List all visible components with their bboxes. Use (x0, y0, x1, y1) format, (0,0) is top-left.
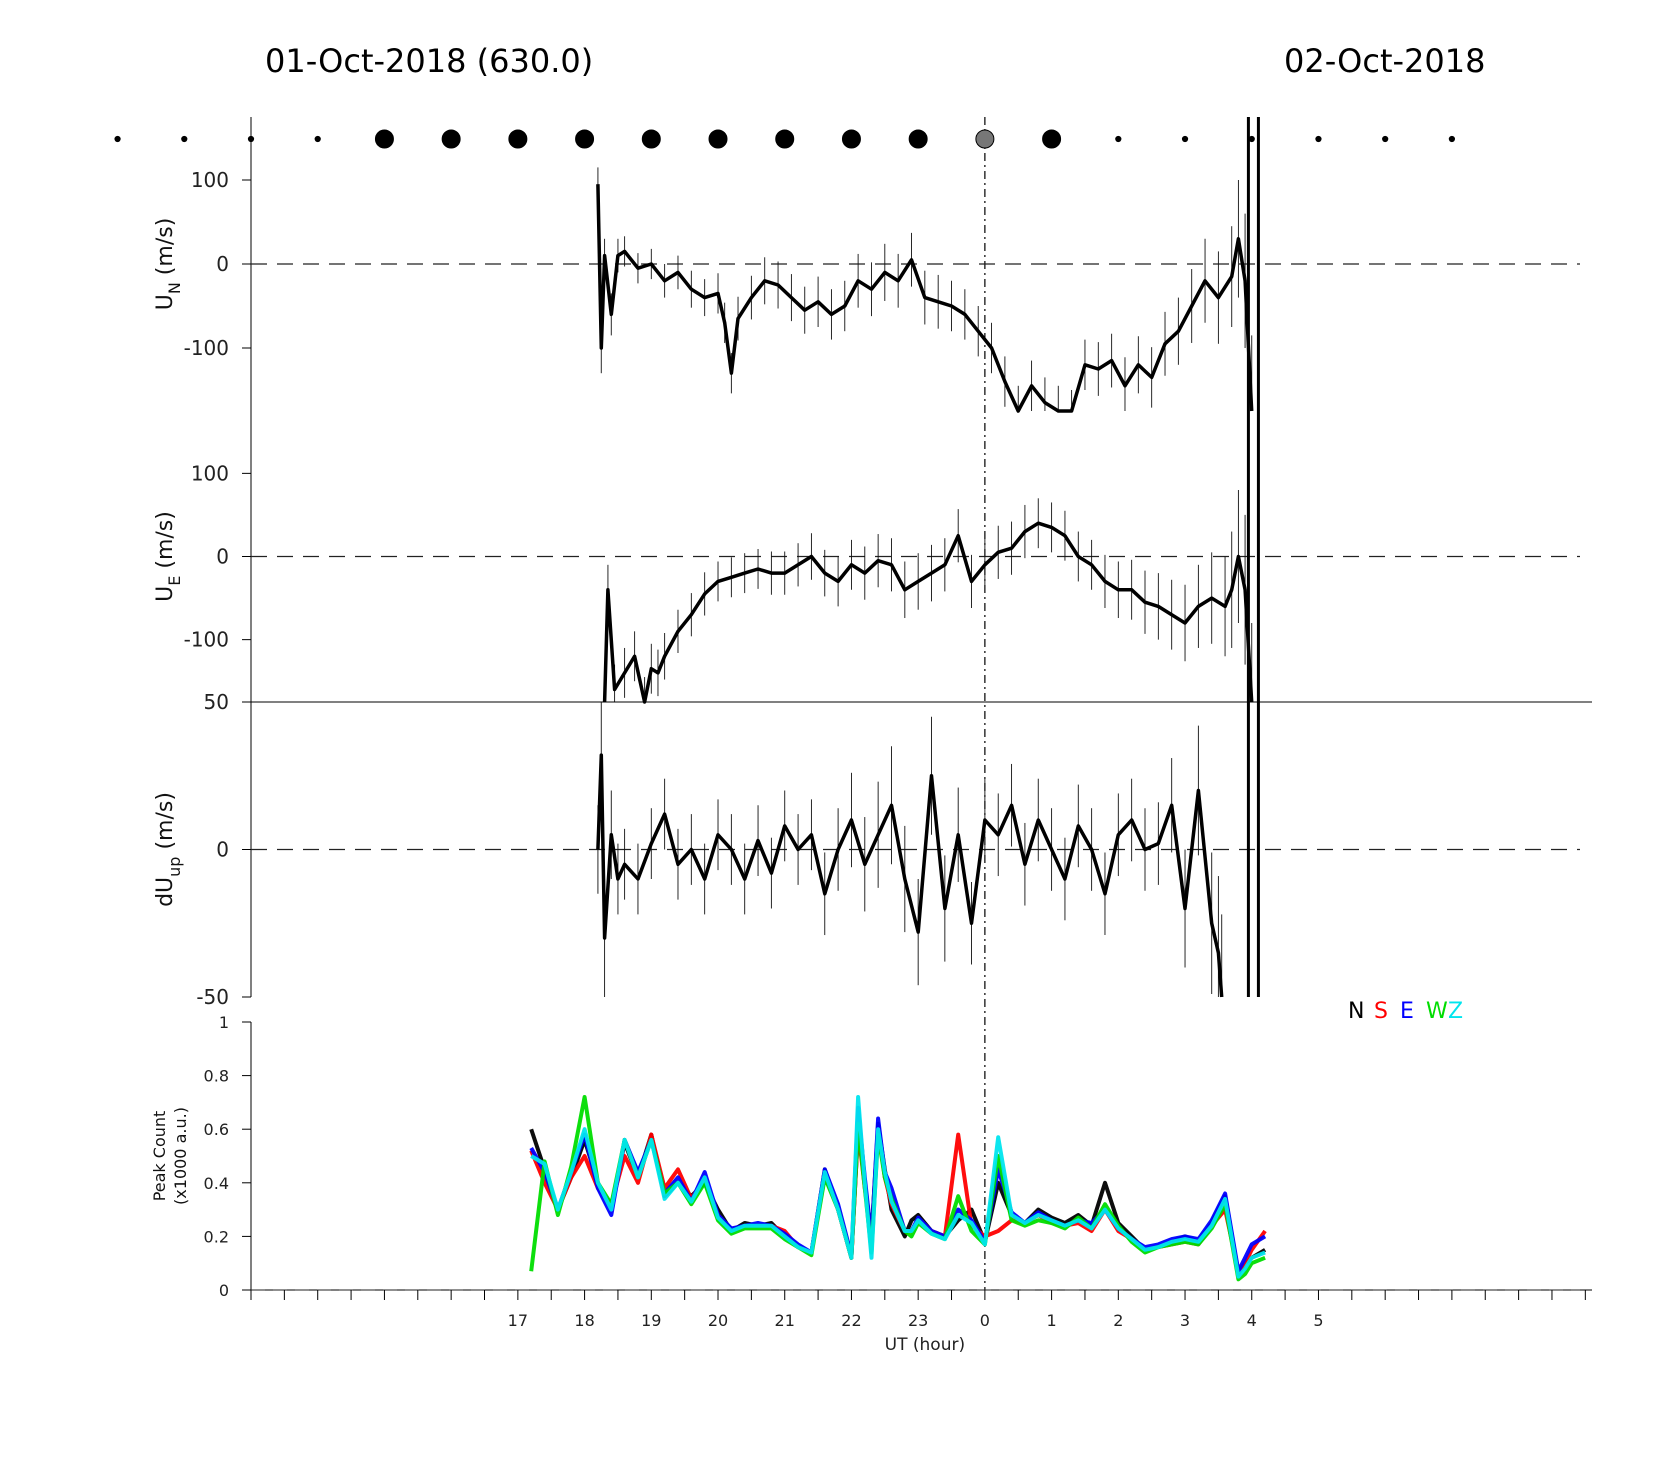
sky-marker (908, 129, 928, 149)
peak-xtick-label: 2 (1113, 1311, 1123, 1330)
dup-series-line (596, 753, 1224, 998)
sky-marker (1315, 135, 1322, 143)
un-ytick-label: -100 (184, 336, 229, 360)
ue-ytick-label: -100 (184, 628, 229, 652)
peak-ytick-label: 0.4 (204, 1174, 229, 1193)
peak-ytick-label: 0.2 (204, 1227, 229, 1246)
legend-W: W (1426, 999, 1448, 1024)
peak-xtick-label: 18 (574, 1311, 594, 1330)
sky-marker (975, 129, 995, 149)
dup-ytick-label: -50 (196, 985, 229, 1009)
peak-xtick-label: 0 (980, 1311, 990, 1330)
un-ytick-label: 100 (191, 168, 229, 192)
peak-series-N (529, 1121, 1267, 1276)
un-ylabel: UN (m/s) (153, 218, 184, 311)
dup-panel: 50 0 -50 dUup (m/s) (153, 690, 1592, 1009)
sky-marker (441, 129, 461, 149)
ue-series-line (602, 521, 1254, 704)
dup-ylabel: dUup (m/s) (153, 792, 184, 907)
sky-marker (1382, 135, 1389, 143)
peak-xtick-label: 1 (1047, 1311, 1057, 1330)
sky-marker (841, 129, 861, 149)
sky-marker (314, 135, 321, 143)
legend-N: N (1348, 999, 1364, 1024)
peak-xtick-label: 22 (841, 1311, 861, 1330)
sky-marker (508, 129, 528, 149)
un-ytick-label: 0 (216, 252, 229, 276)
peak-xtick-label: 20 (708, 1311, 728, 1330)
ue-ylabel: UE (m/s) (153, 511, 184, 602)
peak-ytick-label: 0.6 (204, 1120, 229, 1139)
sky-marker (374, 129, 394, 149)
sky-marker (708, 129, 728, 149)
legend-E: E (1400, 999, 1414, 1024)
peak-xtick-label: 23 (908, 1311, 928, 1330)
sky-marker (1181, 135, 1189, 143)
peak-xlabel: UT (hour) (885, 1335, 965, 1355)
sky-marker (114, 135, 121, 143)
ue-ytick-label: 100 (191, 461, 229, 485)
sky-marker (1042, 129, 1062, 149)
peak-xtick-label: 19 (641, 1311, 661, 1330)
sky-marker (247, 135, 255, 143)
legend-Z: Z (1448, 999, 1463, 1024)
dup-ytick-label: 0 (216, 838, 229, 862)
sky-marker (575, 129, 595, 149)
sky-marker (1115, 135, 1122, 143)
left-title: 01-Oct-2018 (630.0) (265, 42, 594, 80)
peak-ytick-label: 1 (219, 1013, 229, 1032)
sky-marker (775, 129, 795, 149)
peak-xtick-label: 17 (508, 1311, 528, 1330)
sky-marker (641, 129, 661, 149)
ue-panel: 100 0 -100 UE (m/s) (153, 411, 1580, 704)
peak-xtick-label: 5 (1313, 1311, 1323, 1330)
right-title: 02-Oct-2018 (1284, 42, 1486, 80)
peak-ytick-label: 0.8 (204, 1067, 229, 1086)
peak-xtick-label: 3 (1180, 1311, 1190, 1330)
legend-S: S (1374, 999, 1388, 1024)
peak-ytick-label: 0 (219, 1281, 229, 1300)
dup-ytick-label: 50 (204, 690, 229, 714)
sky-marker (181, 135, 188, 143)
sky-marker (1448, 135, 1455, 143)
un-panel: 100 0 -100 UN (m/s) (114, 117, 1580, 413)
un-series-line (596, 184, 1254, 413)
peak-series-W (529, 1095, 1266, 1282)
sky-marker (1248, 135, 1255, 143)
peak-ylabel: Peak Count (x1000 a.u.) (150, 1107, 190, 1205)
ue-ytick-label: 0 (216, 545, 229, 569)
peak-xtick-label: 21 (775, 1311, 795, 1330)
peak-xtick-label: 4 (1247, 1311, 1257, 1330)
peak-series-Z (530, 1095, 1266, 1279)
